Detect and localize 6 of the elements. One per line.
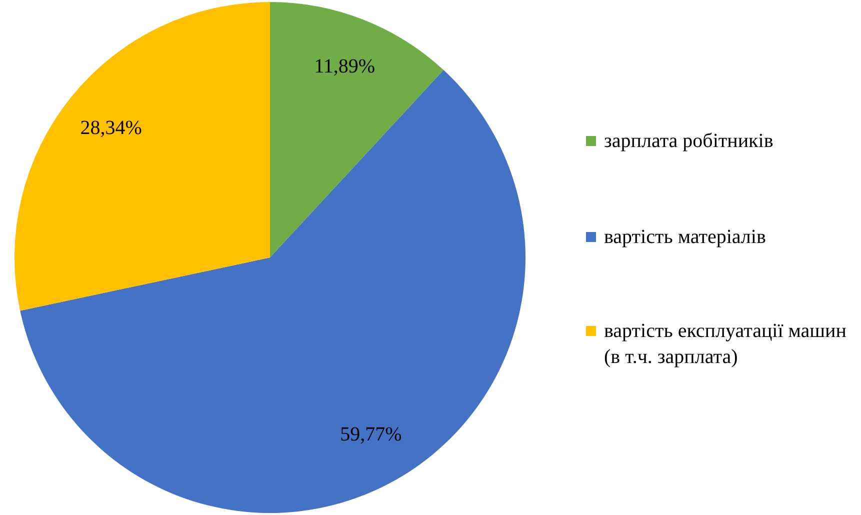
data-label: 59,77% [340,423,402,446]
legend-label: вартість експлуатації машин (в т.ч. зарплата) [604,319,848,370]
data-label: 28,34% [80,117,142,140]
legend-label: зарплата робітників [604,129,774,154]
legend-label: вартість матеріалів [604,225,766,250]
data-label: 11,89% [314,55,376,78]
